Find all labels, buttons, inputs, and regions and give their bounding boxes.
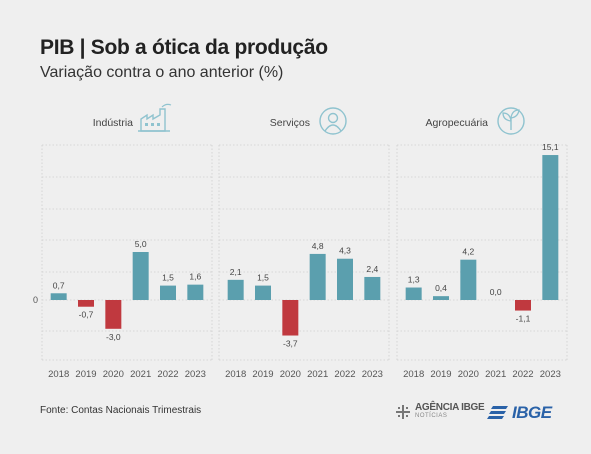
panel-1-x-tick-2022: 2022 (157, 369, 178, 380)
panel-3-plant-icon-leaf-left (502, 112, 512, 122)
panel-1-data-label-2021: 5,0 (135, 239, 147, 249)
panel-2-person-icon-body (324, 124, 342, 132)
panel-3-bar-2019 (433, 296, 449, 300)
panel-3-data-label-2020: 4,2 (462, 247, 474, 257)
agencia-logo-line2: NOTÍCIAS (415, 413, 448, 419)
panel-3-data-label-2023: 15,1 (542, 142, 559, 152)
panel-1-factory-icon-window-2 (151, 123, 154, 126)
panel-1-data-label-2023: 1,6 (189, 272, 201, 282)
panel-3-x-tick-2020: 2020 (458, 369, 479, 380)
panel-1-data-label-2018: 0,7 (53, 280, 65, 290)
panel-2-data-label-2021: 4,8 (312, 241, 324, 251)
panel-3-data-label-2018: 1,3 (408, 275, 420, 285)
panel-3-title: Agropecuária (426, 117, 489, 129)
panel-2-title: Serviços (270, 117, 310, 129)
panel-2-data-label-2022: 4,3 (339, 246, 351, 256)
panel-1-x-tick-2018: 2018 (48, 369, 69, 380)
panel-1-factory-icon-window-3 (157, 123, 160, 126)
panel-2-x-tick-2019: 2019 (252, 369, 273, 380)
panel-1-factory-icon-window-1 (145, 123, 148, 126)
panel-3-bar-2018 (405, 287, 422, 300)
panel-3-plant-icon-ring (497, 107, 525, 135)
panel-2-data-label-2018: 2,1 (230, 267, 242, 277)
panel-3-plant-icon-leaf-right (510, 109, 520, 119)
panel-2-x-tick-2022: 2022 (334, 369, 355, 380)
panel-1-x-tick-2023: 2023 (185, 369, 206, 380)
panel-3-x-tick-2023: 2023 (540, 369, 561, 380)
panel-1-data-label-2020: -3,0 (106, 332, 121, 342)
panel-3-bar-2022 (515, 300, 531, 311)
panel-1-zero-label: 0 (33, 295, 38, 305)
panel-2-x-tick-2018: 2018 (225, 369, 246, 380)
panel-2-person-icon-head (327, 112, 339, 124)
panel-3-x-tick-2022: 2022 (512, 369, 533, 380)
ibge-logo-icon (487, 406, 508, 419)
panel-2-x-tick-2023: 2023 (362, 369, 383, 380)
panel-2-data-label-2023: 2,4 (366, 264, 378, 274)
source-note: Fonte: Contas Nacionais Trimestrais (40, 405, 202, 416)
panel-1-data-label-2022: 1,5 (162, 273, 174, 283)
chart-area: Indústria 0 0,7 2018 -0,7 2019 -3,0 2020 5,0 2021… (33, 103, 568, 380)
panel-1-factory-icon (140, 108, 166, 132)
panel-1-title: Indústria (93, 117, 133, 129)
agencia-logo-icon (396, 405, 410, 419)
panel-3-x-tick-2021: 2021 (485, 369, 506, 380)
ibge-logo-text: IBGE (512, 403, 552, 422)
agencia-ibge-logo: AGÊNCIA IBGE NOTÍCIAS (395, 402, 485, 421)
panel-2-person-icon-ring (319, 107, 347, 135)
panel-2-bar-2021 (309, 253, 326, 300)
panel-1-x-tick-2019: 2019 (75, 369, 96, 380)
panel-2-x-tick-2020: 2020 (280, 369, 301, 380)
panel-3-x-tick-2019: 2019 (430, 369, 451, 380)
panel-1-factory-icon-smoke (161, 103, 172, 108)
panel-1-bar-2021 (132, 252, 149, 300)
panel-3-bar-2020 (460, 259, 477, 300)
panel-1-data-label-2019: -0,7 (79, 310, 94, 320)
panel-3-data-label-2022: -1,1 (516, 314, 531, 324)
chart-title: PIB | Sob a ótica da produção (40, 36, 328, 59)
panel-1-x-tick-2020: 2020 (103, 369, 124, 380)
panel-2-bar-2019 (255, 285, 271, 300)
panel-2-bar-2023 (364, 276, 381, 300)
panel-1-bar-2023 (187, 284, 204, 300)
agencia-logo-line1: AGÊNCIA IBGE (415, 402, 485, 413)
panel-3-data-label-2021: 0,0 (490, 287, 502, 297)
panel-2-data-label-2020: -3,7 (283, 339, 298, 349)
panel-1-x-tick-2021: 2021 (130, 369, 151, 380)
panel-2-x-tick-2021: 2021 (307, 369, 328, 380)
panel-1-bar-2019 (78, 300, 94, 307)
panel-3-bar-2023 (542, 155, 559, 300)
chart-subtitle: Variação contra o ano anterior (%) (40, 64, 284, 81)
panel-2-bar-2020 (282, 300, 299, 336)
panel-1-bar-2020 (105, 300, 122, 329)
panel-2-bar-2018 (227, 279, 244, 300)
panel-1-bar-2018 (50, 293, 67, 300)
ibge-logo: IBGE (487, 403, 552, 423)
panel-1-bar-2022 (160, 285, 176, 300)
panel-2-bar-2022 (337, 258, 353, 300)
panel-3-x-tick-2018: 2018 (403, 369, 424, 380)
panel-3-data-label-2019: 0,4 (435, 283, 447, 293)
panel-2-data-label-2019: 1,5 (257, 273, 269, 283)
